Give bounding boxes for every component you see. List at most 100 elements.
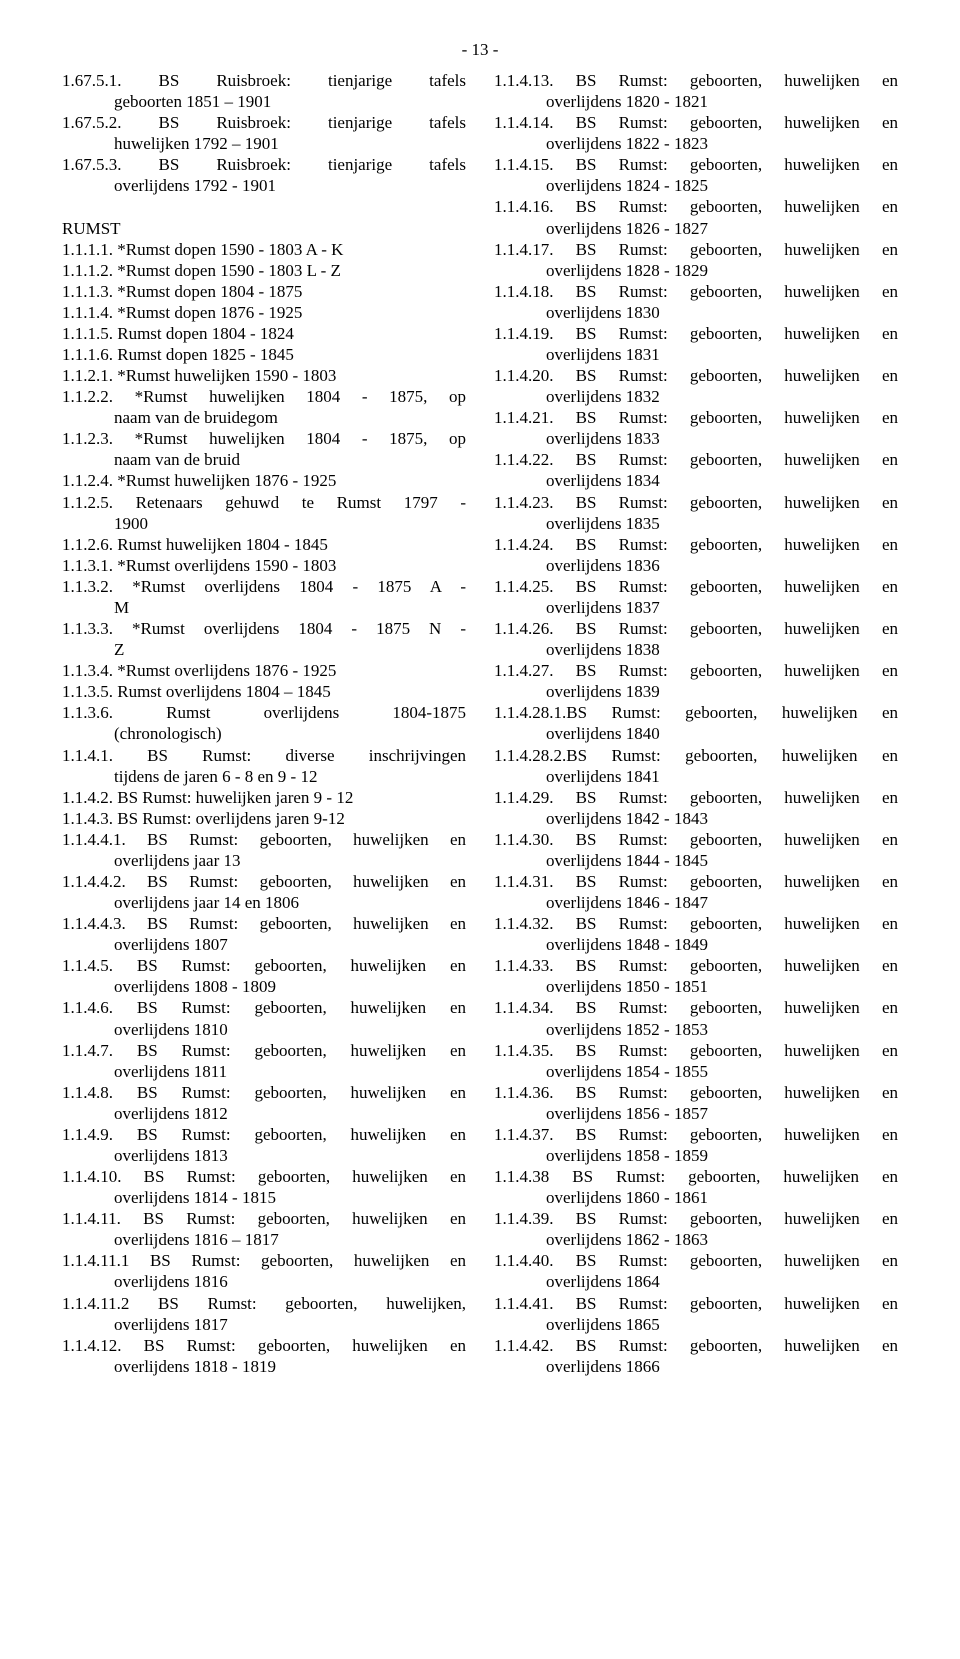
index-entry: 1.1.4.30. BS Rumst: geboorten, huwelijke… [494,829,898,871]
entry-continuation: (chronologisch) [114,723,466,744]
entry-continuation: overlijdens 1817 [114,1314,466,1335]
entry-continuation: overlijdens 1820 - 1821 [546,91,898,112]
index-entry: 1.1.4.4.2. BS Rumst: geboorten, huwelijk… [62,871,466,913]
index-entry: 1.1.4.32. BS Rumst: geboorten, huwelijke… [494,913,898,955]
entry-continuation: overlijdens 1826 - 1827 [546,218,898,239]
entry-continuation: overlijdens 1866 [546,1356,898,1377]
entry-continuation: overlijdens 1846 - 1847 [546,892,898,913]
entry-continuation: overlijdens jaar 14 en 1806 [114,892,466,913]
entry-continuation: overlijdens 1850 - 1851 [546,976,898,997]
index-entry: 1.1.4.19. BS Rumst: geboorten, huwelijke… [494,323,898,365]
right-column: 1.1.4.13. BS Rumst: geboorten, huwelijke… [494,70,898,1377]
index-entry: 1.1.4.20. BS Rumst: geboorten, huwelijke… [494,365,898,407]
entry-continuation: overlijdens 1814 - 1815 [114,1187,466,1208]
index-entry: 1.1.1.3. *Rumst dopen 1804 - 1875 [62,281,466,302]
index-entry: 1.1.4.17. BS Rumst: geboorten, huwelijke… [494,239,898,281]
entry-continuation: overlijdens 1858 - 1859 [546,1145,898,1166]
entry-continuation: overlijdens 1839 [546,681,898,702]
left-column: 1.67.5.1. BS Ruisbroek: tienjarige tafel… [62,70,466,1377]
index-entry: 1.1.4.11.1 BS Rumst: geboorten, huwelijk… [62,1250,466,1292]
index-entry: 1.1.4.13. BS Rumst: geboorten, huwelijke… [494,70,898,112]
index-entry: 1.1.4.33. BS Rumst: geboorten, huwelijke… [494,955,898,997]
index-entry: 1.1.2.4. *Rumst huwelijken 1876 - 1925 [62,470,466,491]
index-entry: 1.1.4.40. BS Rumst: geboorten, huwelijke… [494,1250,898,1292]
index-entry: 1.1.4.31. BS Rumst: geboorten, huwelijke… [494,871,898,913]
index-entry: 1.1.4.22. BS Rumst: geboorten, huwelijke… [494,449,898,491]
index-entry: 1.1.3.4. *Rumst overlijdens 1876 - 1925 [62,660,466,681]
entry-continuation: huwelijken 1792 – 1901 [114,133,466,154]
index-entry: 1.1.4.21. BS Rumst: geboorten, huwelijke… [494,407,898,449]
entry-continuation: overlijdens 1822 - 1823 [546,133,898,154]
entry-continuation: overlijdens jaar 13 [114,850,466,871]
entry-continuation: overlijdens 1816 – 1817 [114,1229,466,1250]
entry-continuation: tijdens de jaren 6 - 8 en 9 - 12 [114,766,466,787]
entry-continuation: overlijdens 1864 [546,1271,898,1292]
index-entry: 1.1.3.6. Rumst overlijdens 1804-1875(chr… [62,702,466,744]
index-entry: 1.1.4.8. BS Rumst: geboorten, huwelijken… [62,1082,466,1124]
index-entry: 1.1.4.18. BS Rumst: geboorten, huwelijke… [494,281,898,323]
entry-continuation: M [114,597,466,618]
entry-continuation: overlijdens 1860 - 1861 [546,1187,898,1208]
index-entry: 1.1.4.12. BS Rumst: geboorten, huwelijke… [62,1335,466,1377]
index-entry: 1.1.3.5. Rumst overlijdens 1804 – 1845 [62,681,466,702]
index-entry: 1.1.4.41. BS Rumst: geboorten, huwelijke… [494,1293,898,1335]
index-entry: 1.1.4.26. BS Rumst: geboorten, huwelijke… [494,618,898,660]
index-entry: 1.1.2.6. Rumst huwelijken 1804 - 1845 [62,534,466,555]
index-entry: 1.1.4.5. BS Rumst: geboorten, huwelijken… [62,955,466,997]
entry-continuation: overlijdens 1833 [546,428,898,449]
entry-continuation: overlijdens 1852 - 1853 [546,1019,898,1040]
entry-continuation: overlijdens 1836 [546,555,898,576]
entry-continuation: overlijdens 1842 - 1843 [546,808,898,829]
entry-continuation: overlijdens 1838 [546,639,898,660]
index-entry: 1.1.4.14. BS Rumst: geboorten, huwelijke… [494,112,898,154]
index-entry: 1.1.4.28.2.BS Rumst: geboorten, huwelijk… [494,745,898,787]
entry-continuation: overlijdens 1792 - 1901 [114,175,466,196]
index-entry: 1.1.4.2. BS Rumst: huwelijken jaren 9 - … [62,787,466,808]
index-entry: 1.1.4.27. BS Rumst: geboorten, huwelijke… [494,660,898,702]
index-entry: 1.1.4.29. BS Rumst: geboorten, huwelijke… [494,787,898,829]
document-page: - 13 - 1.67.5.1. BS Ruisbroek: tienjarig… [0,0,960,1417]
entry-continuation: overlijdens 1835 [546,513,898,534]
index-entry: 1.1.4.3. BS Rumst: overlijdens jaren 9-1… [62,808,466,829]
index-entry: 1.1.2.3. *Rumst huwelijken 1804 - 1875, … [62,428,466,470]
entry-continuation: overlijdens 1812 [114,1103,466,1124]
index-entry: 1.67.5.1. BS Ruisbroek: tienjarige tafel… [62,70,466,112]
index-entry: 1.1.4.11. BS Rumst: geboorten, huwelijke… [62,1208,466,1250]
entry-continuation: 1900 [114,513,466,534]
entry-continuation: overlijdens 1811 [114,1061,466,1082]
entry-continuation: overlijdens 1816 [114,1271,466,1292]
entry-continuation: overlijdens 1807 [114,934,466,955]
index-entry: 1.1.1.2. *Rumst dopen 1590 - 1803 L - Z [62,260,466,281]
index-entry: 1.1.2.2. *Rumst huwelijken 1804 - 1875, … [62,386,466,428]
entry-continuation: overlijdens 1848 - 1849 [546,934,898,955]
index-entry: 1.1.3.2. *Rumst overlijdens 1804 - 1875 … [62,576,466,618]
page-number: - 13 - [62,40,898,60]
index-entry: 1.1.4.4.1. BS Rumst: geboorten, huwelijk… [62,829,466,871]
entry-continuation: overlijdens 1856 - 1857 [546,1103,898,1124]
index-entry: 1.67.5.2. BS Ruisbroek: tienjarige tafel… [62,112,466,154]
entry-continuation: overlijdens 1818 - 1819 [114,1356,466,1377]
index-entry: 1.1.4.24. BS Rumst: geboorten, huwelijke… [494,534,898,576]
index-entry: 1.1.1.5. Rumst dopen 1804 - 1824 [62,323,466,344]
entry-continuation: naam van de bruidegom [114,407,466,428]
entry-continuation: naam van de bruid [114,449,466,470]
index-entry: 1.1.4.36. BS Rumst: geboorten, huwelijke… [494,1082,898,1124]
index-entry: 1.1.4.6. BS Rumst: geboorten, huwelijken… [62,997,466,1039]
index-entry: 1.1.4.11.2 BS Rumst: geboorten, huwelijk… [62,1293,466,1335]
index-entry: 1.1.4.9. BS Rumst: geboorten, huwelijken… [62,1124,466,1166]
index-entry: 1.1.1.6. Rumst dopen 1825 - 1845 [62,344,466,365]
index-entry: 1.1.4.35. BS Rumst: geboorten, huwelijke… [494,1040,898,1082]
entry-continuation: overlijdens 1862 - 1863 [546,1229,898,1250]
index-entry: 1.1.4.15. BS Rumst: geboorten, huwelijke… [494,154,898,196]
index-entry: 1.1.4.38 BS Rumst: geboorten, huwelijken… [494,1166,898,1208]
entry-continuation: overlijdens 1844 - 1845 [546,850,898,871]
index-entry: 1.1.1.1. *Rumst dopen 1590 - 1803 A - K [62,239,466,260]
entry-continuation: Z [114,639,466,660]
entry-continuation: overlijdens 1834 [546,470,898,491]
index-entry: 1.1.4.1. BS Rumst: diverse inschrijvinge… [62,745,466,787]
entry-continuation: overlijdens 1841 [546,766,898,787]
entry-continuation: overlijdens 1813 [114,1145,466,1166]
index-entry: 1.67.5.3. BS Ruisbroek: tienjarige tafel… [62,154,466,196]
entry-continuation: overlijdens 1808 - 1809 [114,976,466,997]
index-entry: 1.1.3.1. *Rumst overlijdens 1590 - 1803 [62,555,466,576]
